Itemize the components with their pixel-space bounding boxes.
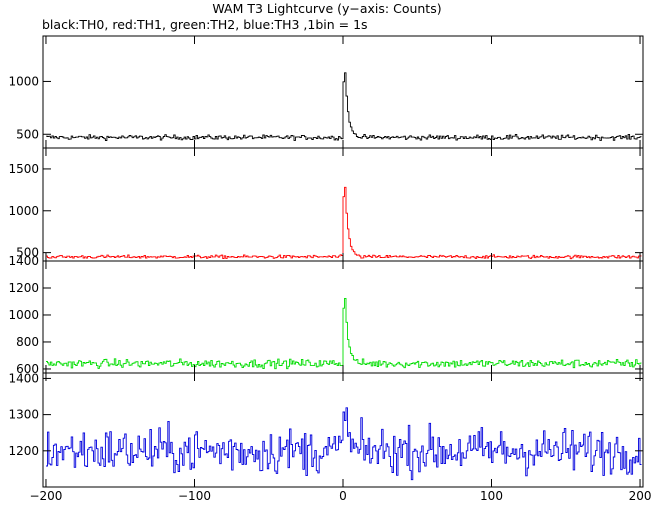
x-tick-label: 100: [480, 489, 503, 503]
series-TH1: [46, 186, 642, 260]
y-tick-label-TH2: 600: [16, 362, 39, 376]
y-tick-label-TH3: 1300: [8, 408, 39, 422]
y-tick-label-TH2: 800: [16, 335, 39, 349]
x-tick-label: 200: [629, 489, 652, 503]
series-TH3: [46, 407, 642, 481]
y-tick-label-TH3: 1400: [8, 371, 39, 385]
chart-title: WAM T3 Lightcurve (y−axis: Counts): [212, 1, 442, 16]
y-tick-label-TH2: 1000: [8, 308, 39, 322]
y-tick-label-TH1: 1500: [8, 162, 39, 176]
series-TH0: [46, 72, 642, 141]
y-tick-label-TH0: 1000: [8, 74, 39, 88]
x-tick-label: −100: [178, 489, 211, 503]
series-TH2: [46, 297, 642, 370]
y-tick-label-TH3: 1200: [8, 444, 39, 458]
x-tick-label: 0: [339, 489, 347, 503]
x-tick-label: −200: [29, 489, 62, 503]
y-tick-label-TH0: 500: [16, 127, 39, 141]
y-tick-label-TH2: 1200: [8, 281, 39, 295]
y-tick-label-TH2: 1400: [8, 254, 39, 268]
chart-subtitle: black:TH0, red:TH1, green:TH2, blue:TH3 …: [42, 17, 368, 32]
y-tick-label-TH1: 500: [16, 246, 39, 260]
y-tick-label-TH1: 1000: [8, 204, 39, 218]
